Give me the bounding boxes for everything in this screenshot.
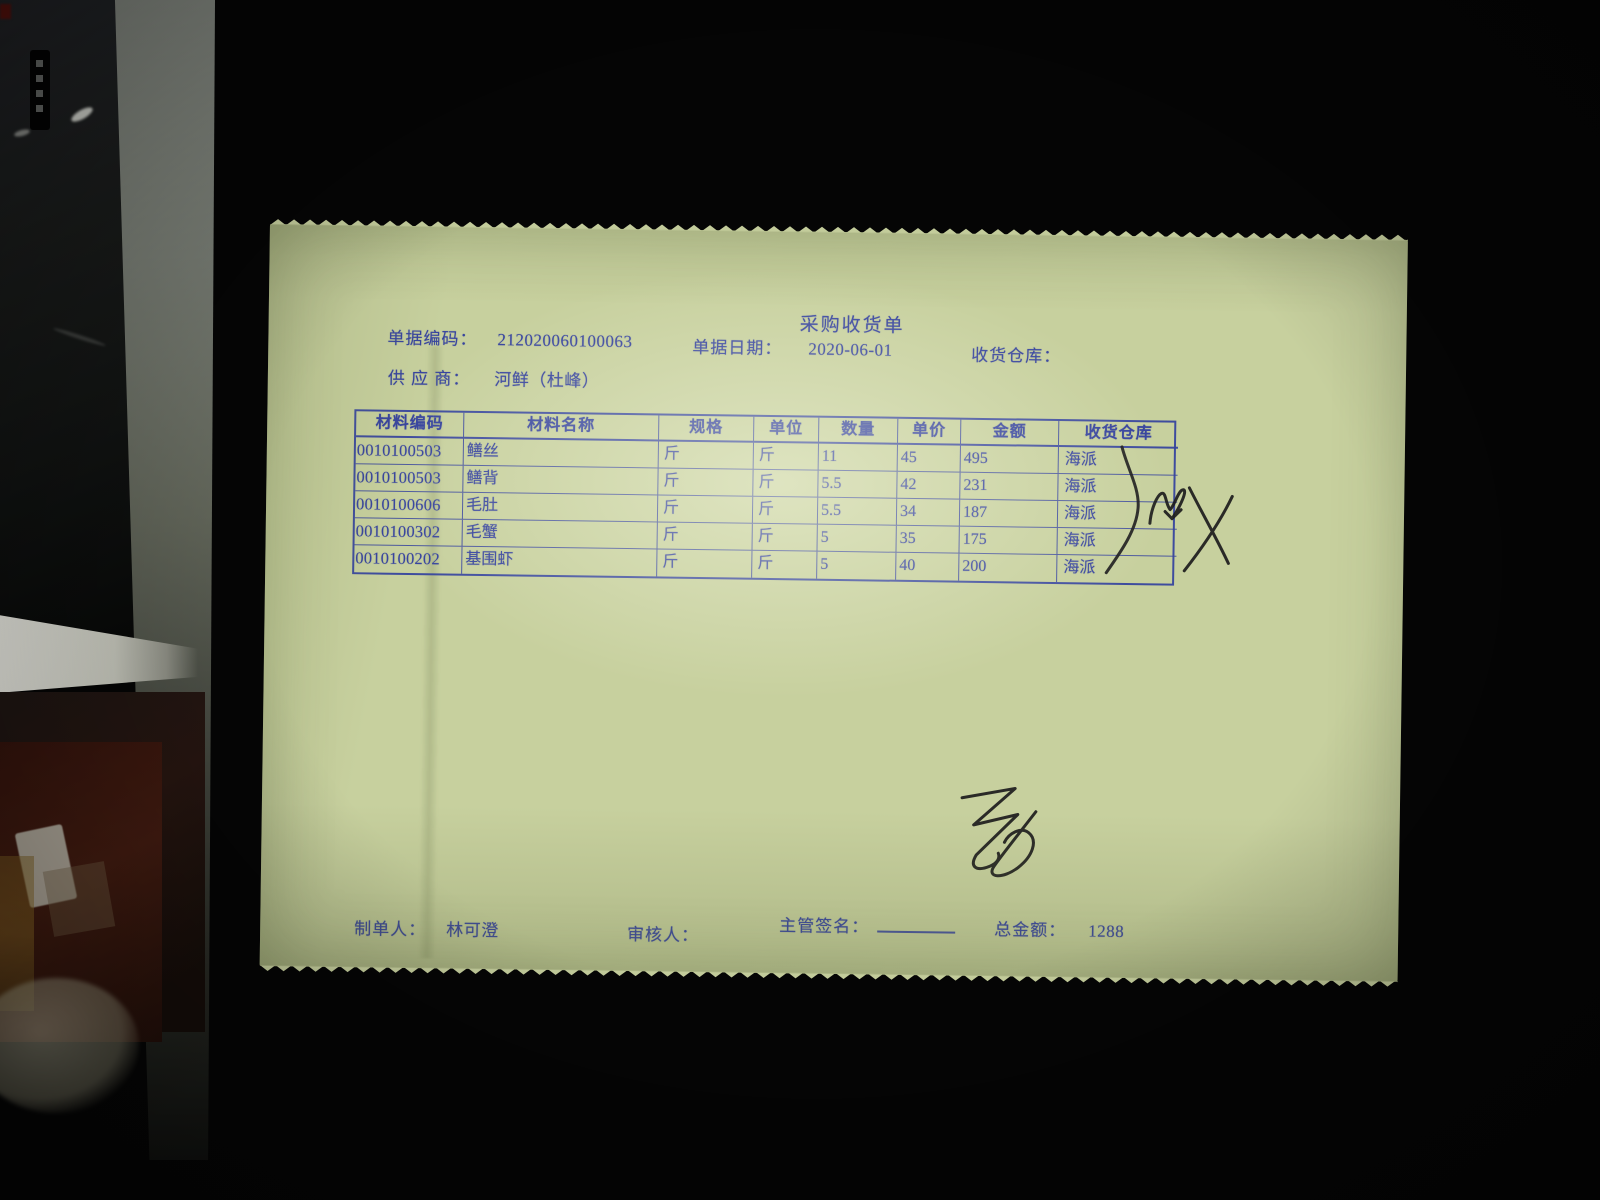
perforated-edge-bottom bbox=[259, 964, 1398, 987]
perforated-edge-top bbox=[269, 219, 1408, 241]
table-cell: 斤 bbox=[752, 550, 818, 579]
table-cell: 鳝丝 bbox=[463, 438, 660, 469]
hanging-tag bbox=[30, 50, 50, 130]
table-cell: 0010100503 bbox=[355, 464, 464, 493]
table-cell: 斤 bbox=[752, 496, 819, 525]
preparer-label: 制单人： bbox=[354, 919, 427, 940]
table-cell: 斤 bbox=[753, 442, 819, 471]
table-cell: 5.5 bbox=[817, 497, 898, 526]
table-cell: 0010100606 bbox=[354, 491, 464, 520]
pen-initials-loop bbox=[990, 810, 1038, 878]
receipt-paper: 采购收货单 单据编码： 212020060100063 单据日期： 2020-06-… bbox=[259, 219, 1408, 987]
table-cell: 斤 bbox=[658, 441, 754, 470]
table-cell: 0010100503 bbox=[355, 437, 465, 466]
doc-date-label: 单据日期： bbox=[692, 337, 783, 359]
table-cell: 5 bbox=[817, 524, 897, 553]
supplier-value: 河鲜（杜峰） bbox=[494, 370, 600, 391]
table-cell: 231 bbox=[960, 472, 1059, 502]
table-cell: 毛蟹 bbox=[462, 519, 658, 550]
table-cell: 35 bbox=[896, 525, 960, 554]
total-value: 1288 bbox=[1088, 921, 1125, 941]
preparer-value: 林可澄 bbox=[446, 920, 499, 941]
table-cell: 0010100202 bbox=[354, 545, 463, 574]
reviewer-label: 审核人： bbox=[626, 925, 700, 946]
pen-x-mark bbox=[1182, 486, 1234, 573]
red-smudge bbox=[0, 4, 11, 19]
table-cell: 斤 bbox=[657, 522, 753, 551]
signature-line bbox=[877, 918, 956, 934]
table-cell: 34 bbox=[896, 498, 961, 527]
table-cell: 基围虾 bbox=[462, 546, 658, 577]
col-header: 规格 bbox=[659, 415, 755, 443]
manager-sign-field: 主管签名： bbox=[779, 911, 956, 938]
table-cell: 175 bbox=[959, 526, 1058, 556]
manager-sign-label: 主管签名： bbox=[779, 916, 870, 937]
preparer-field: 制单人： 林可澄 bbox=[354, 914, 499, 941]
table-cell: 11 bbox=[818, 443, 898, 472]
items-table: 材料编码 材料名称 规格 单位 数量 单价 金额 收货仓库 0010100503 鳝丝斤斤 11 45… bbox=[352, 409, 1179, 586]
table-cell: 鳝背 bbox=[463, 465, 659, 496]
col-header: 收货仓库 bbox=[1058, 421, 1179, 449]
pen-initials-zigzag bbox=[960, 786, 1020, 870]
table-cell: 斤 bbox=[657, 549, 753, 578]
table-cell: 495 bbox=[960, 445, 1059, 475]
col-header: 单位 bbox=[753, 416, 820, 444]
col-header: 金额 bbox=[960, 419, 1060, 448]
warehouse-field: 收货仓库： bbox=[971, 341, 1081, 368]
col-header: 材料名称 bbox=[464, 412, 660, 442]
table-cell: 5 bbox=[817, 551, 897, 580]
table-cell: 200 bbox=[959, 553, 1058, 583]
total-field: 总金额： 1288 bbox=[994, 915, 1124, 942]
doc-date-field: 单据日期： 2020-06-01 bbox=[692, 333, 893, 361]
supplier-label: 供 应 商： bbox=[387, 368, 471, 389]
table-cell: 斤 bbox=[752, 523, 818, 552]
doc-no-field: 单据编码： 212020060100063 bbox=[387, 324, 632, 352]
supplier-field: 供 应 商： 河鲜（杜峰） bbox=[388, 364, 600, 392]
table-cell: 毛肚 bbox=[462, 492, 659, 523]
table-cell: 海派 bbox=[1057, 501, 1178, 530]
doc-no-label: 单据编码： bbox=[387, 328, 478, 349]
col-header: 数量 bbox=[818, 417, 899, 445]
bowl bbox=[0, 978, 139, 1113]
table-cell: 40 bbox=[896, 552, 960, 581]
col-header: 单价 bbox=[897, 418, 962, 446]
table-cell: 斤 bbox=[658, 468, 754, 497]
table-cell: 海派 bbox=[1057, 528, 1177, 557]
table-cell: 斤 bbox=[657, 495, 754, 524]
table-cell: 5.5 bbox=[818, 470, 898, 499]
doc-title: 采购收货单 bbox=[799, 314, 905, 337]
doc-no-value: 212020060100063 bbox=[497, 330, 633, 352]
table-cell: 海派 bbox=[1063, 559, 1096, 577]
table-cell: 45 bbox=[897, 444, 961, 473]
table-cell: 0010100302 bbox=[354, 518, 463, 547]
warehouse-label: 收货仓库： bbox=[971, 345, 1062, 367]
table-cell: 海派 bbox=[1058, 474, 1178, 503]
total-label: 总金额： bbox=[994, 920, 1067, 941]
product-label bbox=[42, 861, 116, 937]
table-cell: 海派 bbox=[1058, 447, 1178, 476]
doc-date-value: 2020-06-01 bbox=[808, 339, 893, 360]
table-cell: 187 bbox=[959, 499, 1059, 529]
table-cell: 42 bbox=[897, 471, 961, 500]
table-cell: 斤 bbox=[753, 469, 819, 498]
col-header: 材料编码 bbox=[356, 411, 465, 439]
reviewer-field: 审核人： bbox=[627, 920, 719, 946]
